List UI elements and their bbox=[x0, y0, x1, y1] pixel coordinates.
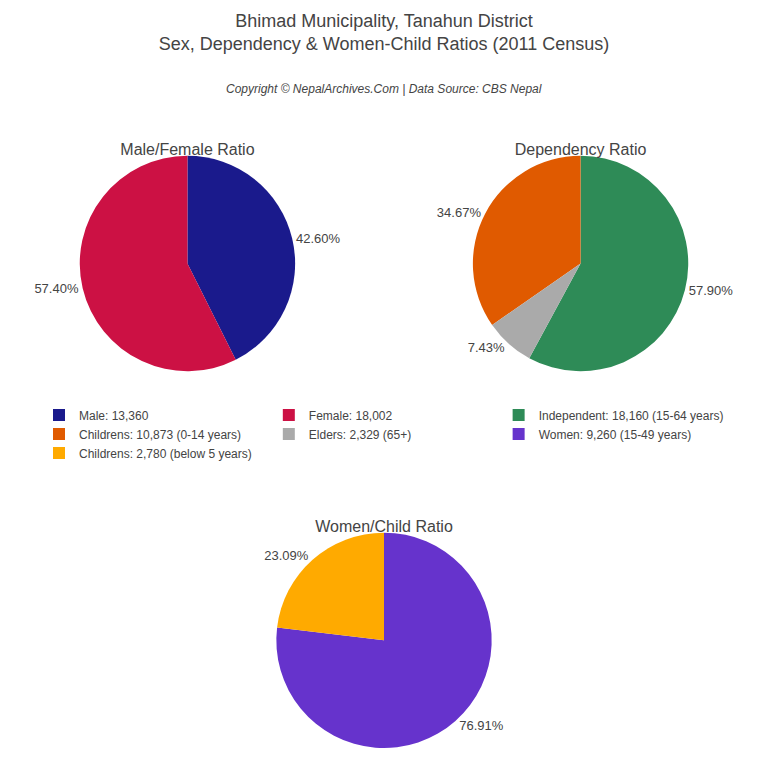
svg-text:Male/Female Ratio: Male/Female Ratio bbox=[120, 141, 254, 158]
svg-text:23.09%: 23.09% bbox=[264, 548, 309, 563]
svg-text:Childrens: 10,873 (0-14 years): Childrens: 10,873 (0-14 years) bbox=[79, 428, 241, 442]
svg-text:Independent: 18,160 (15-64 yea: Independent: 18,160 (15-64 years) bbox=[539, 409, 724, 423]
svg-text:Copyright © NepalArchives.Com: Copyright © NepalArchives.Com | Data Sou… bbox=[226, 82, 542, 96]
svg-text:Women/Child Ratio: Women/Child Ratio bbox=[315, 518, 453, 535]
svg-text:Female: 18,002: Female: 18,002 bbox=[309, 409, 393, 423]
svg-text:Childrens: 2,780 (below 5 year: Childrens: 2,780 (below 5 years) bbox=[79, 447, 252, 461]
svg-text:7.43%: 7.43% bbox=[468, 340, 505, 355]
svg-text:Women: 9,260 (15-49 years): Women: 9,260 (15-49 years) bbox=[539, 428, 692, 442]
svg-text:34.67%: 34.67% bbox=[437, 205, 482, 220]
svg-text:Male: 13,360: Male: 13,360 bbox=[79, 409, 149, 423]
svg-text:57.40%: 57.40% bbox=[34, 281, 79, 296]
svg-text:57.90%: 57.90% bbox=[689, 283, 734, 298]
svg-text:Elders: 2,329 (65+): Elders: 2,329 (65+) bbox=[309, 428, 411, 442]
svg-text:76.91%: 76.91% bbox=[459, 718, 504, 733]
svg-text:Dependency Ratio: Dependency Ratio bbox=[515, 141, 647, 158]
svg-text:Bhimad Municipality, Tanahun D: Bhimad Municipality, Tanahun DistrictSex… bbox=[159, 11, 610, 54]
svg-text:42.60%: 42.60% bbox=[296, 231, 341, 246]
